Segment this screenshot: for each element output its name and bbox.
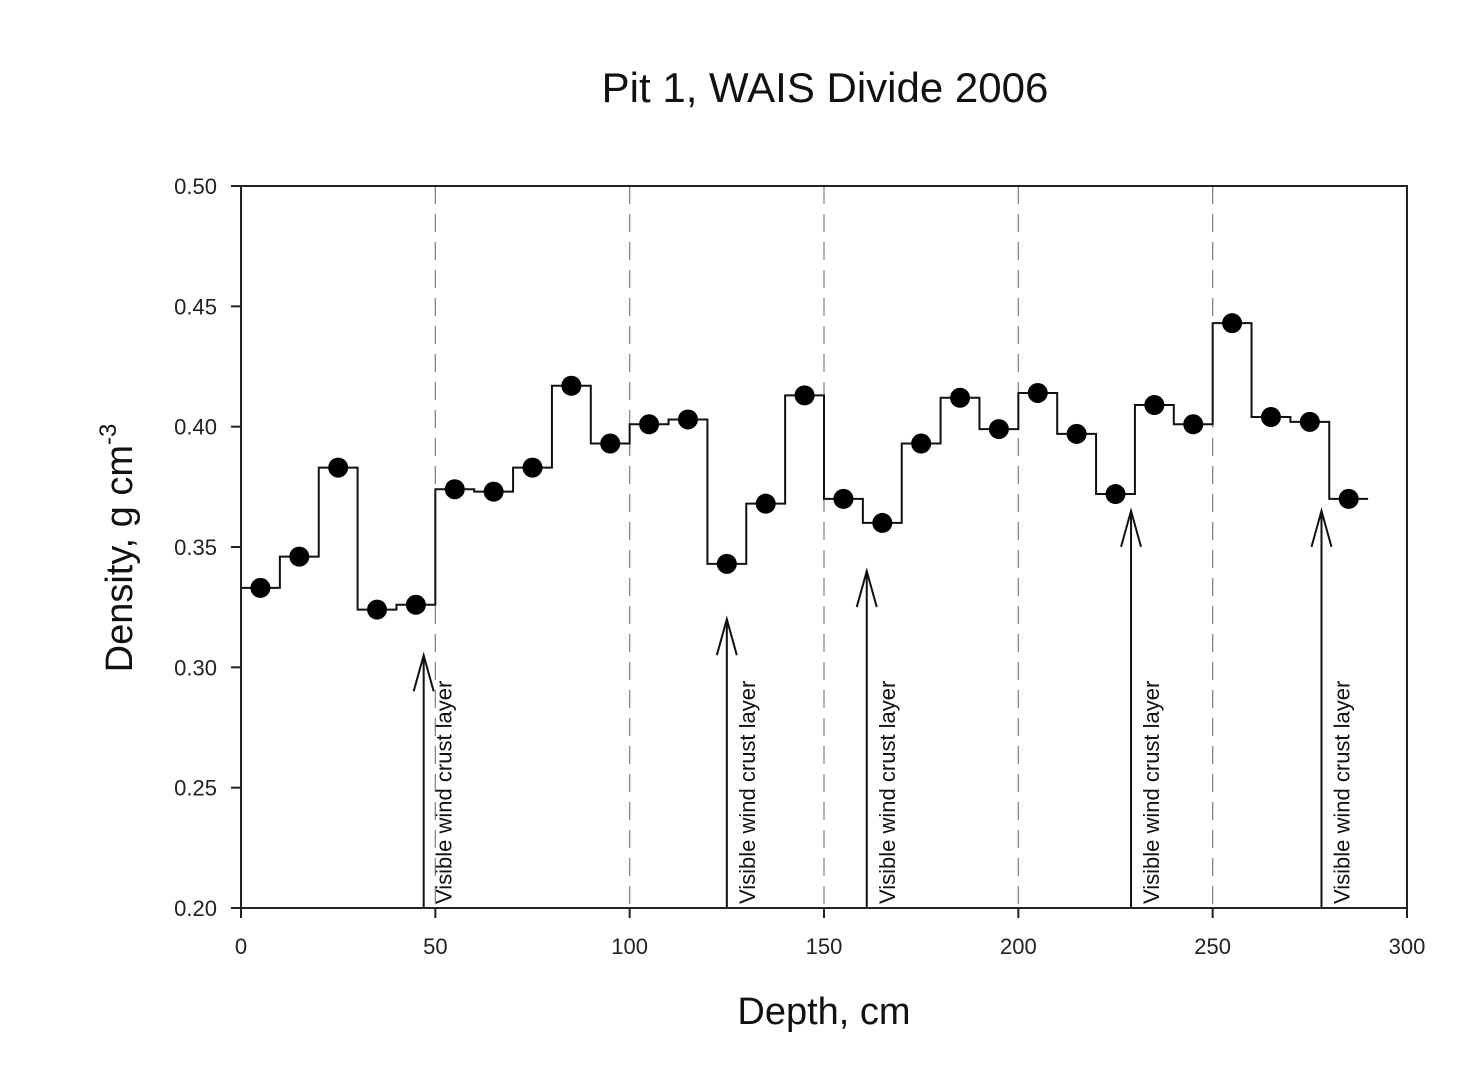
annotation-label: Visible wind crust layer: [875, 681, 900, 904]
data-point: [250, 577, 271, 598]
wind-crust-annotation: Visible wind crust layer: [1310, 507, 1354, 908]
wind-crust-annotations: Visible wind crust layer Visible wind cru…: [412, 507, 1354, 908]
x-tick-label: 50: [423, 934, 447, 959]
annotation-arrow-head: [715, 615, 738, 656]
data-point: [522, 457, 543, 478]
x-tick-label: 150: [806, 934, 843, 959]
x-tick-label: 100: [611, 934, 648, 959]
x-tick-label: 250: [1194, 934, 1231, 959]
y-axis-ticks: 0.20 0.25 0.30 0.35 0.40 0.45 0.50: [174, 174, 241, 921]
x-tick-label: 300: [1389, 934, 1426, 959]
data-point: [600, 433, 621, 454]
data-point: [1260, 407, 1281, 428]
y-tick-label: 0.20: [174, 896, 217, 921]
data-point: [1338, 488, 1359, 509]
data-point: [677, 409, 698, 430]
annotation-label: Visible wind crust layer: [735, 681, 760, 904]
data-point: [833, 488, 854, 509]
data-point: [1222, 313, 1243, 334]
x-tick-label: 200: [1000, 934, 1037, 959]
data-point: [483, 481, 504, 502]
x-axis-title: Depth, cm: [737, 991, 910, 1033]
annotation-arrow-head: [1310, 507, 1333, 548]
data-point: [444, 479, 465, 500]
plot-frame: [240, 185, 1408, 909]
x-tick-label: 0: [235, 934, 247, 959]
wind-crust-annotation: Visible wind crust layer: [715, 615, 760, 908]
annotation-label: Visible wind crust layer: [1329, 681, 1354, 904]
data-point: [1066, 423, 1087, 444]
data-point: [911, 433, 932, 454]
wind-crust-annotation: Visible wind crust layer: [855, 567, 900, 908]
grid-lines: [434, 186, 1214, 908]
data-point: [367, 599, 388, 620]
y-axis-title: Density, g cm-3: [95, 424, 141, 673]
data-point: [988, 419, 1009, 440]
density-points: [250, 313, 1359, 620]
y-tick-label: 0.30: [174, 655, 217, 680]
data-point: [716, 553, 737, 574]
data-point: [1027, 382, 1048, 403]
data-point: [872, 512, 893, 533]
data-point: [755, 493, 776, 514]
density-step-line: [241, 322, 1369, 611]
annotation-label: Visible wind crust layer: [432, 681, 457, 904]
data-point: [328, 457, 349, 478]
data-point: [950, 387, 971, 408]
data-point: [639, 414, 660, 435]
y-tick-label: 0.25: [174, 776, 217, 801]
wind-crust-annotation: Visible wind crust layer: [1120, 507, 1164, 908]
annotation-label: Visible wind crust layer: [1139, 681, 1164, 904]
data-point: [794, 385, 815, 406]
data-point: [289, 546, 310, 567]
data-point: [1105, 484, 1126, 505]
y-axis-title-main: Density, g cm: [99, 445, 141, 672]
x-axis-ticks: 0 50 100 150 200 250 300: [235, 908, 1425, 959]
data-point: [1183, 414, 1204, 435]
chart-title: Pit 1, WAIS Divide 2006: [602, 64, 1049, 111]
data-point: [1299, 411, 1320, 432]
annotation-arrow-head: [412, 651, 435, 692]
y-axis-title-exponent: -3: [95, 424, 122, 445]
y-tick-label: 0.50: [174, 174, 217, 199]
data-point: [561, 375, 582, 396]
density-step-series: [241, 322, 1369, 611]
y-tick-label: 0.45: [174, 294, 217, 319]
data-point: [405, 594, 426, 615]
annotation-arrow-head: [1120, 507, 1143, 548]
annotation-arrow-head: [855, 567, 878, 608]
data-point: [1144, 395, 1165, 416]
wind-crust-annotation: Visible wind crust layer: [412, 651, 457, 908]
y-tick-label: 0.35: [174, 535, 217, 560]
y-tick-label: 0.40: [174, 415, 217, 440]
